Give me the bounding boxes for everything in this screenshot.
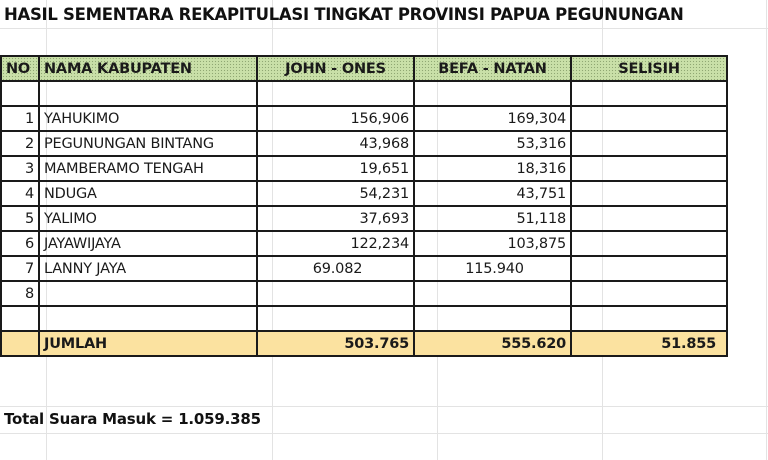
total-no[interactable] [0, 330, 40, 357]
cell-nama-kabupaten[interactable]: YALIMO [38, 205, 258, 232]
cell-befa-natan[interactable]: 169,304 [413, 105, 572, 132]
cell-john-ones[interactable]: 69.082 [256, 255, 415, 282]
cell-john-ones[interactable]: 54,231 [256, 180, 415, 207]
total-suara-masuk[interactable]: Total Suara Masuk = 1.059.385 [4, 410, 261, 428]
cell-john-ones[interactable]: 43,968 [256, 130, 415, 157]
total-selisih[interactable]: 51.855 [570, 330, 728, 357]
cell-selisih[interactable] [570, 155, 728, 182]
table-row: 1 YAHUKIMO 156,906 169,304 [0, 105, 728, 132]
cell-nama-kabupaten[interactable]: PEGUNUNGAN BINTANG [38, 130, 258, 157]
header-nama-kabupaten[interactable]: NAMA KABUPATEN [38, 55, 258, 82]
cell-selisih[interactable] [570, 255, 728, 282]
cell-john-ones[interactable] [256, 305, 415, 332]
cell-befa-natan[interactable]: 51,118 [413, 205, 572, 232]
table-row: 4 NDUGA 54,231 43,751 [0, 180, 728, 207]
cell-no[interactable] [0, 80, 40, 107]
cell-no[interactable]: 5 [0, 205, 40, 232]
cell-befa-natan[interactable] [413, 305, 572, 332]
cell-nama-kabupaten[interactable] [38, 80, 258, 107]
cell-no[interactable]: 7 [0, 255, 40, 282]
table-row [0, 305, 728, 332]
page-title: HASIL SEMENTARA REKAPITULASI TINGKAT PRO… [4, 5, 684, 24]
cell-no[interactable]: 3 [0, 155, 40, 182]
total-befa-natan[interactable]: 555.620 [413, 330, 572, 357]
cell-nama-kabupaten[interactable]: YAHUKIMO [38, 105, 258, 132]
cell-befa-natan[interactable]: 103,875 [413, 230, 572, 257]
header-selisih[interactable]: SELISIH [570, 55, 728, 82]
table-row: 6 JAYAWIJAYA 122,234 103,875 [0, 230, 728, 257]
cell-befa-natan[interactable]: 53,316 [413, 130, 572, 157]
cell-selisih[interactable] [570, 280, 728, 307]
cell-no[interactable] [0, 305, 40, 332]
cell-no[interactable]: 6 [0, 230, 40, 257]
rekap-table: NO NAMA KABUPATEN JOHN - ONES BEFA - NAT… [0, 55, 728, 357]
cell-befa-natan[interactable]: 43,751 [413, 180, 572, 207]
cell-nama-kabupaten[interactable]: NDUGA [38, 180, 258, 207]
cell-john-ones[interactable]: 122,234 [256, 230, 415, 257]
cell-befa-natan[interactable]: 18,316 [413, 155, 572, 182]
cell-no[interactable]: 2 [0, 130, 40, 157]
cell-no[interactable]: 8 [0, 280, 40, 307]
table-row: 5 YALIMO 37,693 51,118 [0, 205, 728, 232]
cell-john-ones[interactable]: 37,693 [256, 205, 415, 232]
cell-befa-natan[interactable] [413, 280, 572, 307]
table-row: 7 LANNY JAYA 69.082 115.940 [0, 255, 728, 282]
total-label[interactable]: JUMLAH [38, 330, 258, 357]
cell-selisih[interactable] [570, 80, 728, 107]
header-john-ones[interactable]: JOHN - ONES [256, 55, 415, 82]
cell-nama-kabupaten[interactable]: JAYAWIJAYA [38, 230, 258, 257]
cell-befa-natan[interactable] [413, 80, 572, 107]
table-row: 2 PEGUNUNGAN BINTANG 43,968 53,316 [0, 130, 728, 157]
table-row: 8 [0, 280, 728, 307]
cell-nama-kabupaten[interactable] [38, 305, 258, 332]
table-row [0, 80, 728, 107]
cell-selisih[interactable] [570, 205, 728, 232]
cell-nama-kabupaten[interactable] [38, 280, 258, 307]
cell-nama-kabupaten[interactable]: LANNY JAYA [38, 255, 258, 282]
cell-john-ones[interactable] [256, 280, 415, 307]
cell-nama-kabupaten[interactable]: MAMBERAMO TENGAH [38, 155, 258, 182]
cell-selisih[interactable] [570, 180, 728, 207]
total-john-ones[interactable]: 503.765 [256, 330, 415, 357]
header-befa-natan[interactable]: BEFA - NATAN [413, 55, 572, 82]
header-no[interactable]: NO [0, 55, 40, 82]
cell-befa-natan[interactable]: 115.940 [413, 255, 572, 282]
cell-no[interactable]: 1 [0, 105, 40, 132]
table-header-row: NO NAMA KABUPATEN JOHN - ONES BEFA - NAT… [0, 55, 728, 82]
cell-john-ones[interactable] [256, 80, 415, 107]
table-row: 3 MAMBERAMO TENGAH 19,651 18,316 [0, 155, 728, 182]
cell-no[interactable]: 4 [0, 180, 40, 207]
cell-john-ones[interactable]: 156,906 [256, 105, 415, 132]
cell-selisih[interactable] [570, 105, 728, 132]
cell-john-ones[interactable]: 19,651 [256, 155, 415, 182]
cell-selisih[interactable] [570, 305, 728, 332]
cell-selisih[interactable] [570, 130, 728, 157]
cell-selisih[interactable] [570, 230, 728, 257]
total-row: JUMLAH 503.765 555.620 51.855 [0, 330, 728, 357]
